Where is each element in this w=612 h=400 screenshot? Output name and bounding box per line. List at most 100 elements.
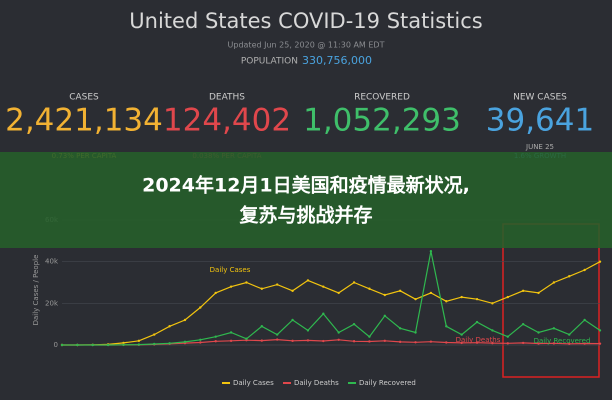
data-point (368, 335, 371, 338)
data-point (322, 285, 325, 288)
data-point (506, 335, 509, 338)
data-point (521, 289, 525, 293)
banner-text: 复苏与挑战并存 (238, 204, 372, 227)
data-point (337, 331, 340, 334)
data-point (91, 343, 94, 347)
data-point (583, 342, 586, 345)
stat-label: DEATHS (209, 93, 245, 103)
data-point (506, 342, 509, 345)
y-tick-label: 40k (45, 258, 59, 266)
stat-label: NEW CASES (513, 93, 567, 103)
y-tick-label: 20k (45, 299, 59, 307)
data-point (583, 268, 586, 272)
data-point (137, 343, 141, 346)
data-point (460, 295, 463, 299)
data-point (214, 291, 217, 295)
data-point (429, 291, 433, 295)
data-point (491, 329, 494, 332)
data-point (153, 333, 156, 336)
data-point (306, 339, 310, 342)
data-point (106, 343, 110, 347)
data-point (291, 318, 294, 322)
data-point (383, 339, 386, 343)
data-point (291, 339, 294, 343)
stat-value: 124,402 (163, 103, 291, 139)
data-point (398, 327, 402, 330)
data-point (368, 287, 371, 290)
data-point (552, 327, 556, 330)
data-point (322, 312, 325, 315)
data-point (137, 339, 141, 343)
data-point (276, 338, 279, 341)
data-point (414, 341, 417, 344)
legend-label: Daily Deaths (294, 379, 339, 387)
data-point (260, 339, 264, 342)
data-point (291, 289, 294, 293)
banner-text: 2024年12月1日美国和疫情最新状况, (142, 174, 470, 197)
data-point (260, 287, 264, 290)
data-point (475, 341, 479, 344)
stat-label: RECOVERED (354, 93, 410, 103)
data-point (199, 338, 202, 341)
data-point (153, 342, 156, 346)
data-point (414, 297, 417, 301)
data-point (445, 300, 448, 303)
data-point (568, 342, 571, 345)
data-point (76, 343, 79, 347)
data-point (475, 297, 479, 301)
data-point (122, 343, 125, 346)
population: 330,756,000 (302, 54, 372, 67)
data-point (306, 329, 310, 332)
data-point (168, 342, 171, 345)
data-point (183, 340, 187, 344)
updated: Updated Jun 25, 2020 @ 11:30 AM EDT (228, 41, 385, 50)
data-point (537, 291, 540, 295)
axis-label: Daily Cases / People (32, 255, 40, 326)
series-line (62, 261, 601, 346)
series-label: Daily Recovered (534, 337, 591, 345)
stat-value: 1,052,293 (303, 103, 461, 139)
data-point (598, 342, 602, 345)
data-point (552, 342, 556, 345)
data-point (245, 281, 248, 284)
banner (0, 152, 612, 248)
series-label: Daily Cases (210, 266, 251, 274)
data-point (229, 339, 233, 343)
data-point (521, 322, 525, 326)
data-point (398, 340, 402, 344)
data-point (521, 341, 525, 345)
data-point (583, 318, 586, 322)
data-point (245, 337, 248, 340)
data-point (552, 281, 556, 284)
data-point (475, 320, 479, 324)
data-point (214, 340, 217, 343)
data-point (491, 341, 494, 345)
data-point (429, 340, 433, 343)
series-line (62, 251, 601, 346)
data-point (537, 342, 540, 345)
data-point (322, 339, 325, 343)
data-point (229, 285, 233, 288)
y-tick-label: 0 (54, 341, 58, 349)
data-point (306, 279, 310, 282)
data-point (398, 289, 402, 293)
data-point (60, 343, 64, 347)
stat-value: 2,421,134 (5, 103, 163, 139)
stat-date: JUNE 25 (525, 143, 554, 151)
data-point (568, 333, 571, 336)
data-point (429, 250, 433, 253)
data-point (460, 333, 463, 336)
data-point (598, 260, 602, 263)
data-point (598, 329, 602, 332)
data-point (383, 314, 386, 318)
legend-label: Daily Cases (233, 379, 274, 387)
stat-label: CASES (69, 93, 99, 103)
data-point (491, 302, 494, 305)
data-point (414, 331, 417, 334)
data-point (260, 325, 264, 328)
data-point (122, 341, 125, 345)
data-point (352, 281, 356, 284)
stat-value: 39,641 (486, 103, 594, 139)
data-point (368, 340, 371, 343)
